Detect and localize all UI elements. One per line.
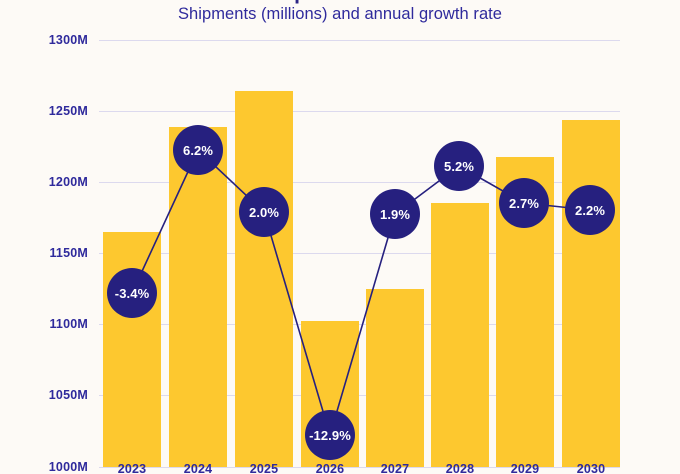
x-axis-tick-label: 2024 <box>183 462 213 474</box>
y-axis-tick-label: 1200M <box>48 175 88 189</box>
y-axis-tick-label: 1000M <box>48 460 88 474</box>
growth-rate-bubble[interactable]: -12.9% <box>305 410 355 460</box>
bar[interactable] <box>562 120 620 467</box>
gridline <box>99 111 620 112</box>
chart-title: Global smartphone market outlook <box>0 0 680 5</box>
x-axis-tick-label: 2027 <box>380 462 410 474</box>
y-axis-tick-label: 1100M <box>49 317 88 331</box>
growth-rate-bubble[interactable]: 2.7% <box>499 178 549 228</box>
growth-rate-bubble[interactable]: 5.2% <box>434 141 484 191</box>
bar[interactable] <box>366 289 424 467</box>
x-axis-tick-label: 2026 <box>315 462 345 474</box>
gridline <box>99 467 620 468</box>
growth-rate-bubble[interactable]: 2.2% <box>565 185 615 235</box>
y-axis-tick-label: 1250M <box>48 104 88 118</box>
x-axis-tick-label: 2030 <box>576 462 606 474</box>
growth-rate-bubble[interactable]: 2.0% <box>239 187 289 237</box>
bar[interactable] <box>169 127 227 467</box>
growth-rate-bubble[interactable]: 1.9% <box>370 189 420 239</box>
chart-subtitle: Shipments (millions) and annual growth r… <box>177 5 503 23</box>
x-axis-tick-label: 2028 <box>445 462 475 474</box>
y-axis-tick-label: 1300M <box>48 33 88 47</box>
growth-rate-bubble[interactable]: 6.2% <box>173 125 223 175</box>
growth-rate-bubble[interactable]: -3.4% <box>107 268 157 318</box>
y-axis-tick-label: 1150M <box>49 246 88 260</box>
y-axis-tick-label: 1050M <box>48 388 88 402</box>
bar[interactable] <box>235 91 293 467</box>
gridline <box>99 40 620 41</box>
x-axis-tick-label: 2023 <box>117 462 147 474</box>
x-axis-tick-label: 2029 <box>510 462 540 474</box>
x-axis-tick-label: 2025 <box>249 462 279 474</box>
bar[interactable] <box>431 203 489 467</box>
